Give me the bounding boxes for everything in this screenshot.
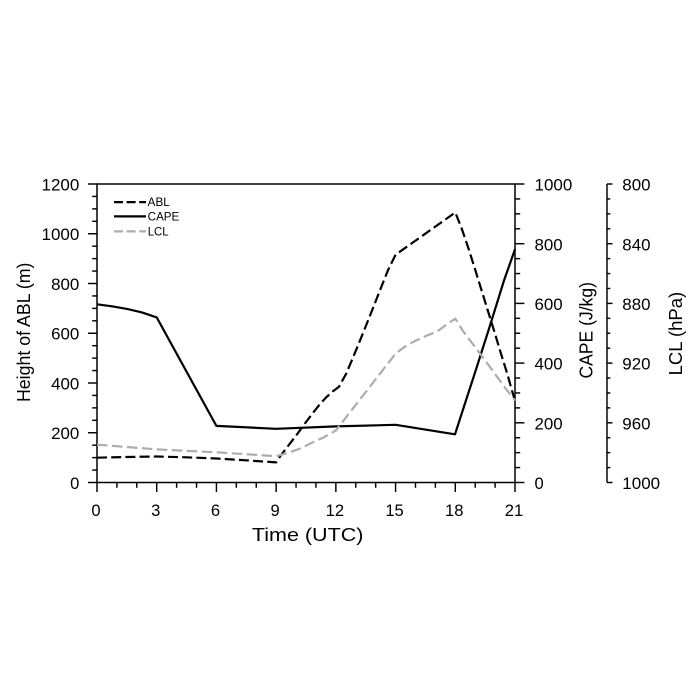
svg-text:800: 800	[622, 176, 650, 195]
svg-text:0: 0	[535, 474, 544, 493]
svg-text:LCL (hPa): LCL (hPa)	[666, 292, 686, 376]
svg-text:21: 21	[505, 501, 523, 520]
svg-text:CAPE: CAPE	[148, 212, 180, 224]
svg-text:600: 600	[535, 295, 563, 314]
svg-text:18: 18	[445, 501, 463, 520]
svg-text:0: 0	[70, 474, 79, 493]
svg-text:920: 920	[622, 355, 650, 374]
svg-text:600: 600	[51, 325, 79, 344]
svg-text:Time (UTC): Time (UTC)	[252, 525, 364, 545]
svg-text:12: 12	[326, 501, 344, 520]
svg-text:0: 0	[91, 501, 100, 520]
svg-text:200: 200	[51, 424, 79, 443]
svg-text:9: 9	[271, 501, 280, 520]
svg-text:6: 6	[211, 501, 220, 520]
svg-text:800: 800	[51, 275, 79, 294]
svg-text:800: 800	[535, 235, 563, 254]
svg-text:ABL: ABL	[148, 197, 171, 209]
svg-text:840: 840	[622, 235, 650, 254]
svg-text:1000: 1000	[622, 474, 660, 493]
svg-text:960: 960	[622, 414, 650, 433]
svg-text:15: 15	[385, 501, 403, 520]
svg-text:880: 880	[622, 295, 650, 314]
svg-text:400: 400	[535, 355, 563, 374]
svg-text:1000: 1000	[535, 176, 573, 195]
svg-text:Height of ABL (m): Height of ABL (m)	[14, 263, 34, 403]
svg-text:3: 3	[151, 501, 160, 520]
svg-text:1200: 1200	[42, 175, 80, 194]
svg-text:1000: 1000	[42, 225, 80, 244]
svg-text:CAPE (J/kg): CAPE (J/kg)	[576, 282, 596, 379]
svg-text:400: 400	[51, 374, 79, 393]
svg-text:LCL: LCL	[148, 227, 170, 239]
svg-text:200: 200	[535, 414, 563, 433]
